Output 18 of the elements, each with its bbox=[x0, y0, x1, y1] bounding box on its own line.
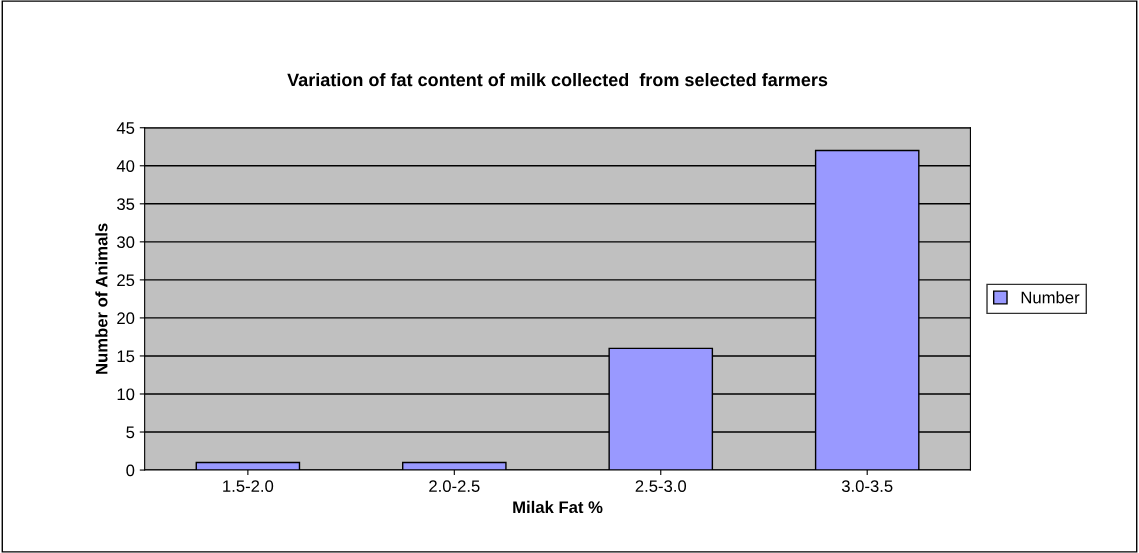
y-tick-label: 0 bbox=[126, 464, 135, 477]
y-tick-label: 25 bbox=[117, 274, 135, 287]
y-axis-title: Number of Animals bbox=[95, 223, 108, 374]
x-tick-label: 3.0-3.5 bbox=[841, 480, 893, 493]
y-tick-label: 45 bbox=[116, 122, 135, 134]
y-tick-label: 40 bbox=[116, 160, 135, 172]
y-tick-label: 5 bbox=[126, 426, 135, 439]
legend-label: Number bbox=[1021, 291, 1080, 304]
y-tick-label: 35 bbox=[117, 198, 135, 211]
y-tick-label: 20 bbox=[117, 312, 135, 325]
y-tick-label: 15 bbox=[117, 350, 135, 363]
chart-title: Variation of fat content of milk collected from selected farmers bbox=[287, 72, 828, 87]
x-tick-label: 2.5-3.0 bbox=[635, 480, 687, 493]
x-tick-label: 1.5-2.0 bbox=[223, 480, 274, 493]
y-tick-label: 30 bbox=[117, 236, 135, 249]
x-tick-label: 2.0-2.5 bbox=[429, 480, 480, 493]
x-axis-title: Milak Fat % bbox=[513, 500, 603, 514]
y-tick-label: 10 bbox=[117, 388, 135, 401]
